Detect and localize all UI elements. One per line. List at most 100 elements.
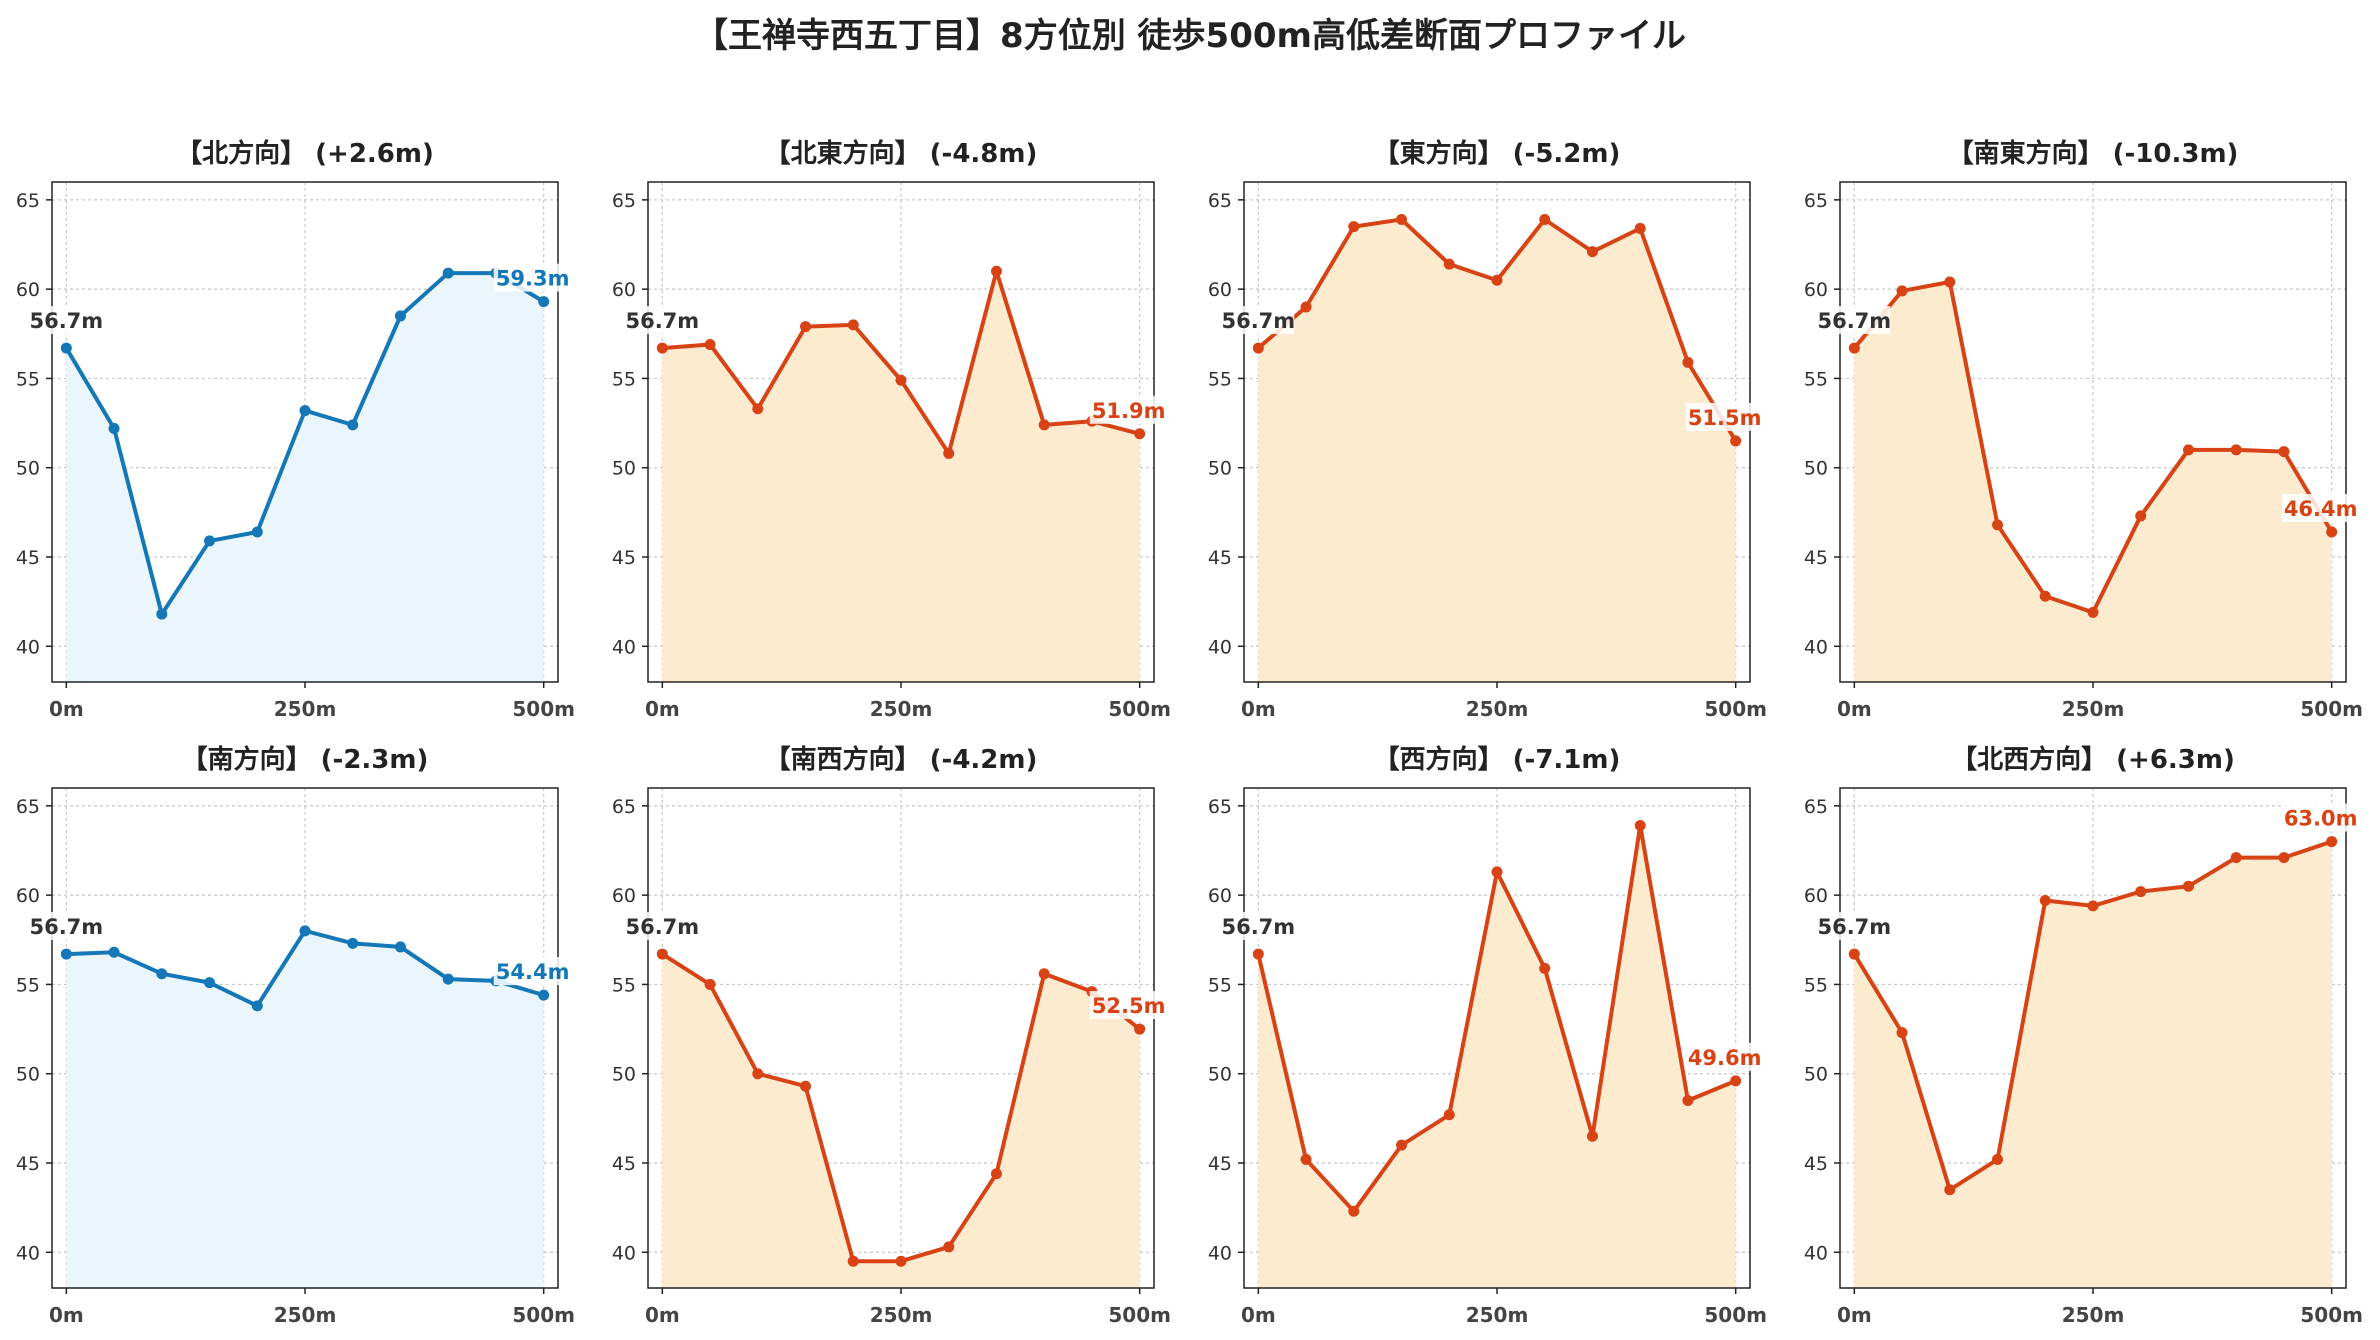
y-tick-label: 60 [1208,885,1232,907]
data-point [1896,1027,1908,1039]
data-point [2087,606,2099,618]
start-label: 56.7m [29,915,103,939]
y-tick-label: 65 [1804,796,1828,818]
end-label: 54.4m [496,960,570,984]
x-tick-label: 0m [49,697,84,721]
data-point [1730,1075,1742,1087]
y-tick-label: 45 [1804,547,1828,569]
data-point [538,296,550,308]
panel-title: 【西方向】 (-7.1m) [1374,744,1621,775]
data-point [1586,1130,1598,1142]
elevation-chart-panel: 40 45 50 55 60 65 0m 250m 500m 【東方向】 (-5.2m) 56.7m… [1208,138,1767,721]
data-point [1348,1205,1360,1217]
x-tick-label: 0m [1241,697,1276,721]
start-label: 56.7m [1221,309,1295,333]
end-label: 49.6m [1688,1046,1762,1070]
start-label-bg [626,306,699,335]
start-label-bg [1222,306,1295,335]
data-point [2039,895,2051,906]
y-tick-label: 55 [16,974,40,996]
end-label-bg [1685,1042,1764,1071]
y-tick-label: 65 [1208,796,1232,818]
y-tick-label: 50 [612,1064,636,1086]
data-point [60,948,72,960]
y-tick-label: 45 [16,1153,40,1175]
start-label: 56.7m [625,915,699,939]
end-label-bg [2281,803,2360,832]
data-point [656,948,668,960]
data-point [2230,852,2242,864]
data-point [1443,1109,1455,1121]
data-point [204,977,216,989]
data-point [1443,258,1455,270]
data-point [299,925,311,937]
y-tick-label: 50 [16,458,40,480]
area-fill [1854,282,2332,682]
data-point [1038,419,1050,431]
panel-title: 【北方向】 (+2.6m) [176,138,434,169]
x-tick-label: 250m [1466,1303,1529,1327]
data-point [1896,285,1908,297]
y-tick-label: 40 [612,1242,636,1264]
y-tick-label: 50 [612,458,636,480]
x-tick-label: 0m [1837,1303,1872,1327]
area-fill [662,954,1140,1288]
data-point [1300,301,1312,313]
end-label: 51.9m [1092,399,1166,423]
panel-title: 【東方向】 (-5.2m) [1374,138,1621,169]
data-point [1491,274,1503,286]
data-point [442,973,454,985]
data-point [394,941,406,953]
data-point [2326,836,2338,848]
data-point [2039,590,2051,602]
y-tick-label: 45 [612,1153,636,1175]
y-tick-label: 60 [1804,885,1828,907]
data-point [108,422,120,434]
elevation-chart-panel: 40 45 50 55 60 65 0m 250m 500m 【北西方向】 (+6.3m) 56.7… [1804,744,2363,1327]
elevation-chart-panel: 40 45 50 55 60 65 0m 250m 500m 【南方向】 (-2.3m) 56.7m… [16,744,575,1327]
data-point [538,989,550,1001]
data-point [752,1068,764,1080]
data-point [1252,948,1264,960]
x-tick-label: 250m [870,697,933,721]
end-label-bg [1089,991,1168,1020]
x-tick-label: 250m [870,1303,933,1327]
end-label-bg [1685,402,1764,431]
y-tick-label: 40 [16,1242,40,1264]
y-tick-label: 60 [612,279,636,301]
data-point [1944,276,1956,288]
data-point [800,1080,812,1092]
data-point [1134,1023,1146,1035]
y-tick-label: 50 [1208,458,1232,480]
data-point [800,321,812,333]
data-point [847,1255,859,1267]
data-point [251,526,263,538]
y-tick-label: 60 [1208,279,1232,301]
data-point [2278,446,2290,458]
start-label: 56.7m [1817,309,1891,333]
y-tick-label: 55 [1804,974,1828,996]
data-point [2278,852,2290,864]
area-fill [1258,219,1736,682]
end-label: 59.3m [496,267,570,291]
panel-title: 【南東方向】 (-10.3m) [1948,138,2239,169]
data-point [1300,1153,1312,1165]
data-point [1348,221,1360,233]
start-label: 56.7m [1817,915,1891,939]
data-point [656,342,668,354]
y-tick-label: 65 [16,796,40,818]
x-tick-label: 500m [1108,697,1171,721]
y-tick-label: 55 [1804,368,1828,390]
y-tick-label: 45 [16,547,40,569]
y-tick-label: 45 [1804,1153,1828,1175]
data-point [752,403,764,415]
y-tick-label: 65 [1208,190,1232,212]
elevation-chart-panel: 40 45 50 55 60 65 0m 250m 500m 【西方向】 (-7.1m) 56.7m… [1208,744,1767,1327]
panel-title: 【北西方向】 (+6.3m) [1951,744,2235,775]
data-point [2087,900,2099,912]
panel-title: 【北東方向】 (-4.8m) [765,138,1038,169]
figure-title: 【王禅寺西五丁目】8方位別 徒歩500m高低差断面プロファイル [694,16,1686,56]
end-label: 52.5m [1092,994,1166,1018]
x-tick-label: 500m [2300,697,2363,721]
x-tick-label: 500m [1108,1303,1171,1327]
